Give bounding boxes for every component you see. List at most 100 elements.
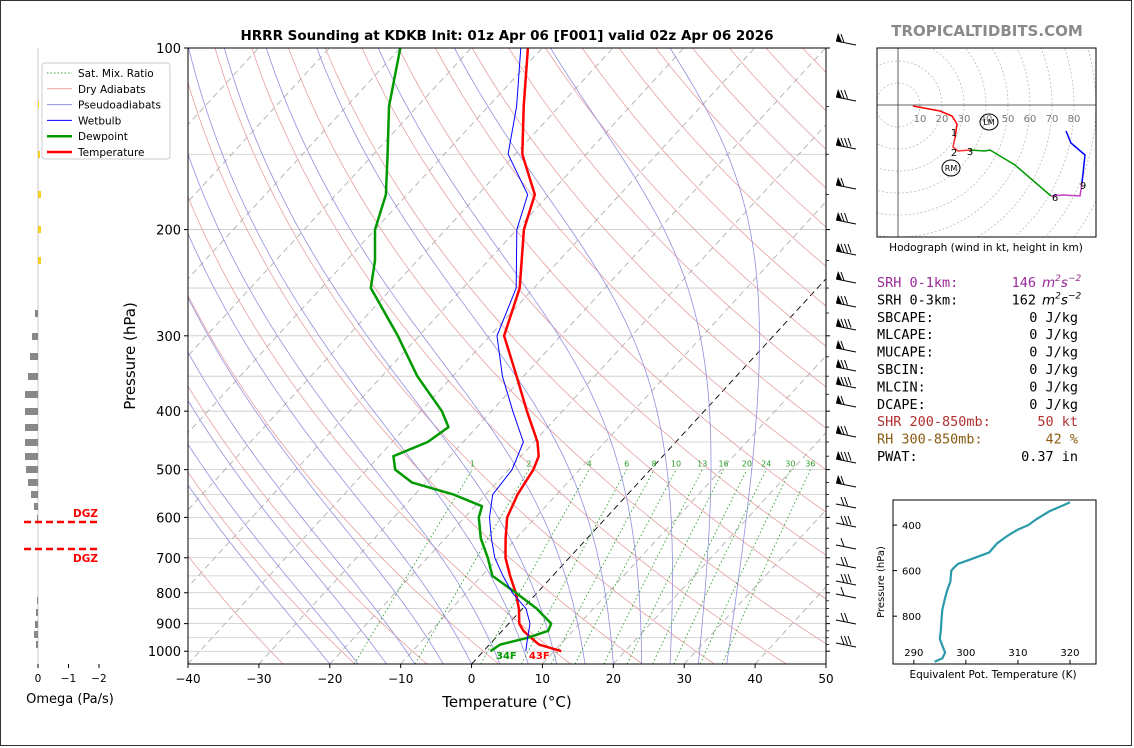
mixing-ratio-line <box>626 469 724 664</box>
pseudoadiabat <box>669 48 760 664</box>
mixing-ratio-label: 2 <box>526 460 531 469</box>
pseudoadiabat <box>188 351 416 664</box>
wind-barb <box>835 515 857 528</box>
omega-bar <box>30 353 38 360</box>
mixing-ratio-label: 16 <box>718 460 728 469</box>
x-tick-label: −20 <box>317 672 342 686</box>
omega-bar <box>38 101 39 108</box>
pseudoadiabat <box>454 48 673 664</box>
hodograph-ring-label: 50 <box>1002 114 1015 125</box>
legend-label: Dewpoint <box>78 131 128 143</box>
hodograph-height-label: 2 <box>951 148 957 159</box>
x-tick-label: 0 <box>468 672 476 686</box>
wind-barb <box>835 318 857 331</box>
wind-barb <box>835 376 857 389</box>
dry-adiabat <box>435 48 826 471</box>
series-wetbulb <box>489 48 531 652</box>
mixing-ratio-label: 1 <box>470 460 475 469</box>
dry-adiabat <box>581 48 826 307</box>
x-axis-label: Temperature (°C) <box>441 693 571 711</box>
dry-adiabat <box>188 195 571 664</box>
x-tick-label: 40 <box>747 672 762 686</box>
pseudoadiabat <box>188 152 501 664</box>
wind-barb <box>835 359 857 372</box>
param-label: MUCAPE: <box>877 345 934 361</box>
x-tick-label: 50 <box>818 672 833 686</box>
omega-panel: DGZ DGZ 0 −1 −2 Omega (Pa/s) <box>24 48 114 707</box>
mixing-ratio-line <box>603 469 703 664</box>
parameter-table: SRH 0-1km: 146 m2s−2 SRH 0-3km: 162 m2s−2 SBCA… <box>877 274 1081 465</box>
dry-adiabat <box>188 471 356 664</box>
y-axis-label: Pressure (hPa) <box>121 302 139 410</box>
param-value: 0.37 in <box>1021 449 1078 465</box>
omega-bar <box>36 609 38 616</box>
omega-bar <box>37 597 38 604</box>
hodograph-segment-1-3km <box>952 137 971 152</box>
wind-barb <box>835 89 857 102</box>
pseudoadiabat <box>316 48 614 664</box>
dry-adiabat <box>188 81 643 664</box>
mixing-ratio-label: 13 <box>697 460 707 469</box>
param-label: SRH 0-3km: <box>877 292 958 308</box>
hodograph-height-label: 3 <box>967 147 973 158</box>
omega-bar <box>34 503 38 510</box>
mixing-ratio-label: 24 <box>761 460 771 469</box>
param-label: SHR 200-850mb: <box>877 414 991 430</box>
dry-adiabat <box>188 555 284 664</box>
omega-bar <box>38 151 40 158</box>
x-tick-label: −30 <box>246 672 271 686</box>
param-label: RH 300-850mb: <box>877 432 983 448</box>
hodograph-height-label: 6 <box>1052 193 1058 204</box>
pseudoadiabat <box>377 48 643 664</box>
wind-barb <box>835 395 857 408</box>
omega-bar <box>35 310 38 317</box>
omega-bar <box>38 191 41 198</box>
dry-adiabat <box>508 48 826 388</box>
wind-barb <box>835 33 857 46</box>
dry-adiabat <box>471 48 826 429</box>
param-label: DCAPE: <box>877 397 926 413</box>
param-value: 0 J/kg <box>1029 362 1078 378</box>
isotherm <box>188 48 685 588</box>
series-dewpoint <box>369 48 553 653</box>
mixing-ratio-line <box>414 469 530 664</box>
hodograph-height-label: 1 <box>951 128 957 139</box>
theta-e-panel: Equivalent Pot. Temperature (K) Pressure… <box>876 499 1097 681</box>
theta-e-xtick-label: 300 <box>956 648 975 659</box>
hodograph-ring-label: 60 <box>1024 114 1037 125</box>
wind-barb <box>835 451 857 464</box>
hodograph-ring-label: 70 <box>1046 114 1059 125</box>
omega-bar <box>32 333 38 340</box>
theta-e-xlabel: Equivalent Pot. Temperature (K) <box>909 669 1076 681</box>
dgz-top-label: DGZ <box>73 508 98 520</box>
omega-tick-label: −2 <box>91 673 106 685</box>
hodograph: 10 20 30 40 50 60 70 80 1 2 3 6 9 LM RM Hodograph (win… <box>876 47 1097 254</box>
wind-barb <box>835 537 857 550</box>
left-mover-marker <box>979 113 999 131</box>
skewt-frame <box>187 47 827 665</box>
wind-barb <box>835 137 857 150</box>
hodograph-segment-6-9km <box>1050 182 1083 197</box>
param-label: MLCAPE: <box>877 327 934 343</box>
mixing-ratio-label: 6 <box>624 460 629 469</box>
pseudoadiabat <box>188 443 359 664</box>
mixing-ratio-label: 36 <box>805 460 815 469</box>
theta-e-ylabel: Pressure (hPa) <box>876 546 887 618</box>
legend-label: Wetbulb <box>78 115 122 127</box>
x-tick-label: 10 <box>535 672 550 686</box>
theta-e-xtick-label: 290 <box>904 648 923 659</box>
omega-bar <box>38 257 41 264</box>
omega-bar <box>25 391 38 398</box>
pseudoadiabat <box>188 296 444 664</box>
wind-barb <box>835 340 857 353</box>
param-value: 162 <box>1012 292 1036 308</box>
theta-e-xtick-label: 320 <box>1060 648 1079 659</box>
hodograph-segment-0-1km <box>912 105 958 139</box>
param-value: 0 J/kg <box>1029 310 1078 326</box>
right-mover-marker <box>941 159 961 177</box>
dry-adiabat <box>188 294 499 664</box>
chart-title: HRRR Sounding at KDKB Init: 01z Apr 06 [… <box>240 28 773 44</box>
legend-label: Dry Adiabats <box>78 84 146 96</box>
omega-bar <box>25 453 38 460</box>
